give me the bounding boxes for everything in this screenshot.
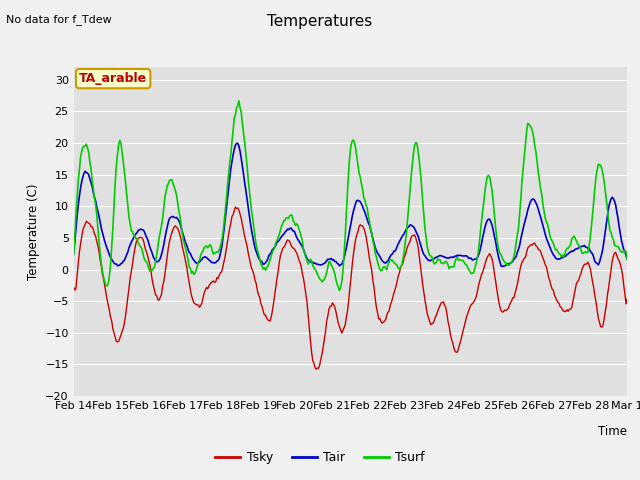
Text: No data for f_Tdew: No data for f_Tdew [6, 14, 112, 25]
Legend: Tsky, Tair, Tsurf: Tsky, Tair, Tsurf [211, 446, 429, 469]
Text: Temperatures: Temperatures [268, 14, 372, 29]
Text: Time: Time [598, 425, 627, 438]
Y-axis label: Temperature (C): Temperature (C) [27, 183, 40, 280]
Text: TA_arable: TA_arable [79, 72, 147, 85]
